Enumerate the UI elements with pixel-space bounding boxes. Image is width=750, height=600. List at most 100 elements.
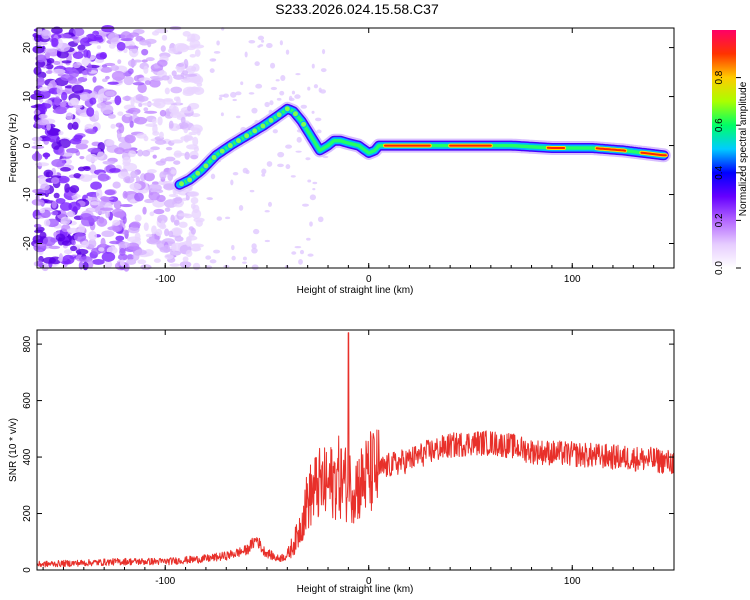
spectrogram-noise-cell xyxy=(151,98,166,103)
ridge-bead xyxy=(275,111,283,119)
spectrogram-noise-cell xyxy=(174,236,184,242)
ridge-bead xyxy=(186,176,194,184)
spectrogram-noise-cell xyxy=(248,39,256,44)
spectrogram-noise-cell xyxy=(72,27,85,37)
spectrogram-noise-cell xyxy=(33,34,42,43)
spectrogram-noise-cell xyxy=(144,110,158,114)
spectrogram-noise-cell xyxy=(94,110,100,120)
spectrogram-noise-cell xyxy=(130,170,138,179)
spectrogram-noise-cell xyxy=(154,139,167,145)
spectrogram-noise-cell xyxy=(80,139,89,145)
spectrogram-noise xyxy=(30,24,329,272)
spectrogram-noise-cell xyxy=(178,221,188,228)
spectrogram-noise-cell xyxy=(183,134,193,141)
spectrogram-noise-cell xyxy=(162,99,174,105)
spectrogram-noise-cell xyxy=(61,240,72,246)
spectrogram-noise-cell xyxy=(317,216,324,223)
spectrogram-noise-cell xyxy=(109,168,121,173)
spectrogram-noise-cell xyxy=(218,97,223,101)
spectrogram-noise-cell xyxy=(151,225,157,235)
spectrogram-noise-cell xyxy=(306,237,311,241)
spectrogram-noise-cell xyxy=(32,45,45,54)
spectrogram-noise-cell xyxy=(182,256,189,262)
spectrogram-noise-cell xyxy=(116,41,126,51)
spectrogram-noise-cell xyxy=(177,213,190,217)
spectrogram-noise-cell xyxy=(122,190,128,199)
spectrogram-noise-cell xyxy=(294,94,301,99)
spectrogram-noise-cell xyxy=(230,91,237,98)
snr-series-line xyxy=(36,332,675,568)
spectrogram-noise-cell xyxy=(101,251,116,262)
spectrogram-noise-cell xyxy=(173,203,183,208)
spectrogram-noise-cell xyxy=(60,216,71,225)
spectrogram-noise-cell xyxy=(235,115,241,119)
spectrogram-noise-cell xyxy=(251,243,257,250)
spectrogram-noise-cell xyxy=(58,146,65,157)
spectrogram-noise-cell xyxy=(143,107,149,112)
spectrogram-noise-cell xyxy=(73,172,82,179)
spectrogram-noise-cell xyxy=(129,199,136,204)
spectrogram-noise-cell xyxy=(38,113,48,119)
spectrogram-noise-cell xyxy=(168,120,174,129)
spectrogram-noise-cell xyxy=(309,194,317,201)
spectrogram-noise-cell xyxy=(157,116,163,126)
spectrogram-noise-cell xyxy=(53,192,60,199)
spectrogram-noise-cell xyxy=(56,85,63,96)
spectrogram-noise-cell xyxy=(296,136,302,143)
spectrogram-noise-cell xyxy=(232,171,239,176)
spectrogram-noise-cell xyxy=(75,248,89,255)
spectrogram-noise-cell xyxy=(104,189,116,196)
spectrogram-noise-cell xyxy=(89,41,100,45)
spectrogram-noise-cell xyxy=(157,59,168,67)
spectrogram-noise-cell xyxy=(145,233,153,238)
spectrogram-noise-cell xyxy=(35,162,50,167)
spectrogram-noise-cell xyxy=(70,245,78,252)
spectrogram-noise-cell xyxy=(73,232,87,242)
spectrogram-noise-cell xyxy=(87,147,101,153)
spectrogram-noise-cell xyxy=(161,34,168,41)
spectrogram-noise-cell xyxy=(321,48,326,55)
spectrogram-noise-cell xyxy=(47,58,55,64)
spectrogram-noise-cell xyxy=(59,202,73,211)
spectrogram-noise-cell xyxy=(153,77,164,82)
spectrogram-noise-cell xyxy=(123,76,134,86)
spectrogram-noise-cell xyxy=(77,166,86,172)
spectrogram-noise-cell xyxy=(71,239,76,246)
spectrogram-noise-cell xyxy=(184,73,198,77)
snr-y-tick-label: 800 xyxy=(22,335,33,352)
spectrogram-noise-cell xyxy=(122,216,127,224)
spectrogram-noise-cell xyxy=(213,249,221,254)
snr-ticks: -100 0 100 0 200 400 600 800 xyxy=(22,330,675,587)
spectrogram-noise-cell xyxy=(67,122,74,130)
spectrogram-noise-cell xyxy=(32,235,44,244)
colorbar-ticks: 0.0 0.2 0.4 0.6 0.8 xyxy=(714,70,741,275)
ridge-bead xyxy=(194,169,202,177)
spectrogram-noise-cell xyxy=(160,45,166,53)
spectrogram-noise-cell xyxy=(70,97,80,106)
spectrogram-noise-cell xyxy=(44,152,49,160)
spectrogram-noise-cell xyxy=(128,226,140,234)
spectrogram-noise-cell xyxy=(88,231,98,241)
spectrogram-noise-cell xyxy=(152,102,161,107)
spectrogram-noise-cell xyxy=(46,122,51,131)
spectrogram-noise-cell xyxy=(231,244,235,251)
spectrogram-noise-cell xyxy=(300,104,308,109)
spectrogram-noise-cell xyxy=(161,75,170,81)
snr-y-axis-label: SNR (10 * v/v) xyxy=(8,418,19,482)
spectrogram-noise-cell xyxy=(107,81,119,85)
spectrogram-noise-cell xyxy=(285,144,293,149)
spectrogram-noise-cell xyxy=(220,112,224,117)
spectrogram-noise-cell xyxy=(252,228,260,235)
spectrogram-noise-cell xyxy=(104,261,113,269)
spectrogram-noise-cell xyxy=(117,59,122,65)
spectrogram-noise-cell xyxy=(68,69,80,78)
spectrogram-noise-cell xyxy=(36,118,50,126)
ridge-bead xyxy=(226,142,234,150)
spectrogram-noise-cell xyxy=(270,62,276,69)
spectrogram-noise-cell xyxy=(87,259,94,269)
spectrogram-noise-cell xyxy=(163,183,175,191)
spectrogram-noise-cell xyxy=(231,255,236,261)
spectrogram-noise-cell xyxy=(81,240,89,248)
spectrogram-noise-cell xyxy=(132,111,138,117)
spectrogram-noise-cell xyxy=(66,147,79,154)
